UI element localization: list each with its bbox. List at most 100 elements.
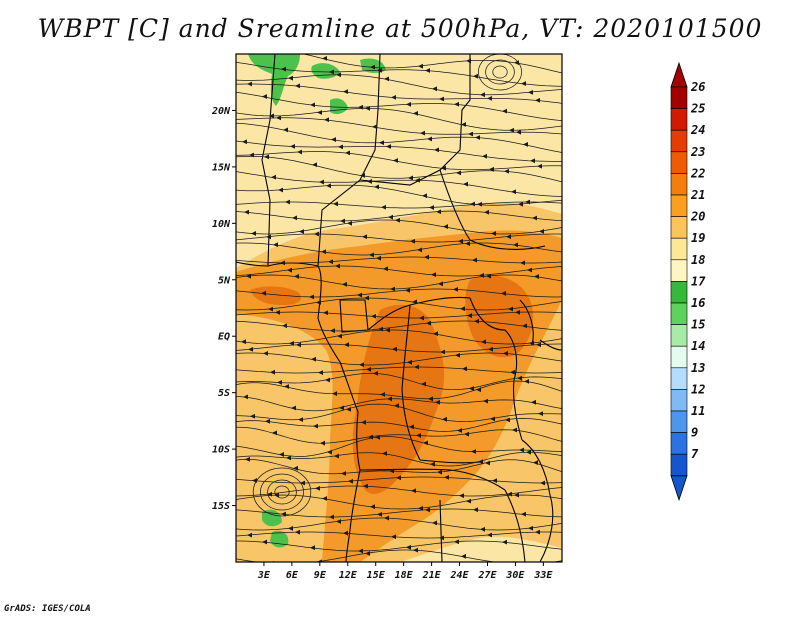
streamline-arrow	[338, 144, 343, 150]
circulation-streamline	[252, 467, 312, 517]
streamline-arrow	[457, 428, 462, 433]
streamline-arrow	[281, 66, 286, 72]
streamline-arrow	[538, 411, 543, 417]
streamline-arrow	[512, 427, 517, 433]
streamline-arrow	[430, 461, 435, 467]
streamline-arrow	[396, 475, 401, 481]
streamline-arrow	[382, 451, 387, 456]
colorbar-swatch	[670, 108, 688, 131]
streamline-arrow	[521, 81, 526, 86]
streamline	[236, 288, 562, 298]
streamline-arrow	[476, 387, 481, 393]
streamline-arrow	[535, 97, 540, 103]
streamline-arrow	[292, 215, 297, 221]
streamline-arrow	[405, 287, 410, 293]
streamline-arrow	[310, 545, 315, 551]
streamline-arrow	[377, 511, 382, 517]
streamline-arrow	[533, 460, 538, 465]
streamline-arrow	[439, 96, 444, 102]
streamline-arrow	[390, 286, 395, 292]
streamline-arrow	[536, 342, 541, 348]
colorbar-level-label: 19	[691, 231, 705, 245]
streamline-arrow	[361, 419, 366, 425]
streamline-arrow	[344, 342, 349, 348]
streamline-arrow	[503, 351, 508, 356]
streamline-arrow	[359, 362, 364, 368]
latitude-axis: 20N 15N 10N 5N EQ 5S 10S 15S	[211, 106, 236, 512]
streamline-arrow	[513, 242, 518, 248]
streamline-arrow	[407, 359, 412, 365]
streamline	[236, 352, 562, 366]
streamline-arrow	[263, 350, 268, 356]
streamline-arrow	[486, 273, 491, 279]
streamline-arrow	[434, 147, 439, 153]
streamline-arrow	[314, 231, 319, 237]
streamline-arrow	[539, 228, 544, 234]
streamline-arrow	[247, 81, 252, 87]
streamline-arrow	[367, 179, 372, 184]
colorbar-swatch	[670, 281, 688, 304]
streamline-arrow	[300, 480, 305, 486]
streamline-arrow	[368, 434, 373, 440]
streamline-arrow	[477, 201, 482, 207]
streamline-arrow	[459, 493, 464, 499]
streamline	[236, 140, 562, 162]
streamline-arrow	[341, 471, 346, 476]
streamline-arrow	[429, 205, 434, 210]
streamline-arrow	[515, 309, 520, 315]
streamline-arrow	[524, 378, 529, 384]
streamline-arrow	[428, 396, 433, 402]
streamline-arrow	[422, 193, 427, 199]
streamline-arrow	[261, 290, 266, 296]
streamline-arrow	[270, 369, 275, 375]
streamline-arrow	[318, 370, 323, 376]
streamline-arrow	[461, 122, 466, 127]
streamline-arrow	[285, 199, 290, 205]
streamline-arrow	[370, 64, 375, 70]
streamline-arrow	[528, 525, 533, 531]
streamline-arrow	[425, 507, 430, 513]
streamline-arrow	[523, 142, 528, 147]
streamline-arrow	[251, 231, 256, 236]
streamline-arrow	[274, 46, 279, 51]
streamline-arrow	[316, 300, 321, 305]
colorbar-level-label: 12	[691, 382, 705, 396]
streamline-arrow	[462, 366, 467, 372]
streamline-arrow	[406, 101, 411, 107]
streamline-arrow	[363, 483, 368, 489]
streamline	[236, 329, 562, 345]
streamline-arrow	[342, 281, 347, 287]
colorbar-level-label: 24	[690, 123, 705, 137]
wbpt-field-22c	[465, 275, 534, 358]
streamline-arrow	[409, 424, 414, 430]
streamline-arrow	[267, 491, 272, 497]
streamline	[236, 531, 562, 539]
streamline-arrow	[294, 274, 299, 279]
colorbar-swatch	[670, 151, 688, 174]
colorbar-top-arrow	[670, 61, 688, 88]
colorbar-level-label: 14	[691, 339, 705, 353]
streamline-arrow	[288, 75, 293, 81]
streamline-arrow	[371, 313, 376, 319]
streamline	[236, 343, 562, 353]
streamline-arrow	[297, 149, 302, 155]
streamline-arrow	[483, 398, 488, 404]
lon-tick-label: 6E	[286, 570, 299, 581]
streamline-arrow	[456, 170, 461, 176]
streamline-arrow	[324, 117, 329, 123]
streamline-arrow	[510, 369, 515, 375]
streamline-arrow	[334, 453, 339, 459]
streamline-arrow	[412, 299, 417, 305]
streamline-arrow	[248, 346, 253, 352]
streamline-arrow	[249, 152, 254, 158]
streamline-arrow	[470, 201, 475, 207]
lon-tick-label: 15E	[367, 570, 386, 581]
streamline	[236, 117, 562, 135]
streamline-arrow	[435, 399, 440, 405]
streamline-arrow	[482, 153, 487, 159]
streamline-arrow	[381, 204, 386, 210]
streamline-arrow	[535, 529, 540, 535]
streamline-arrow	[346, 406, 351, 412]
streamline-arrow	[438, 281, 443, 287]
